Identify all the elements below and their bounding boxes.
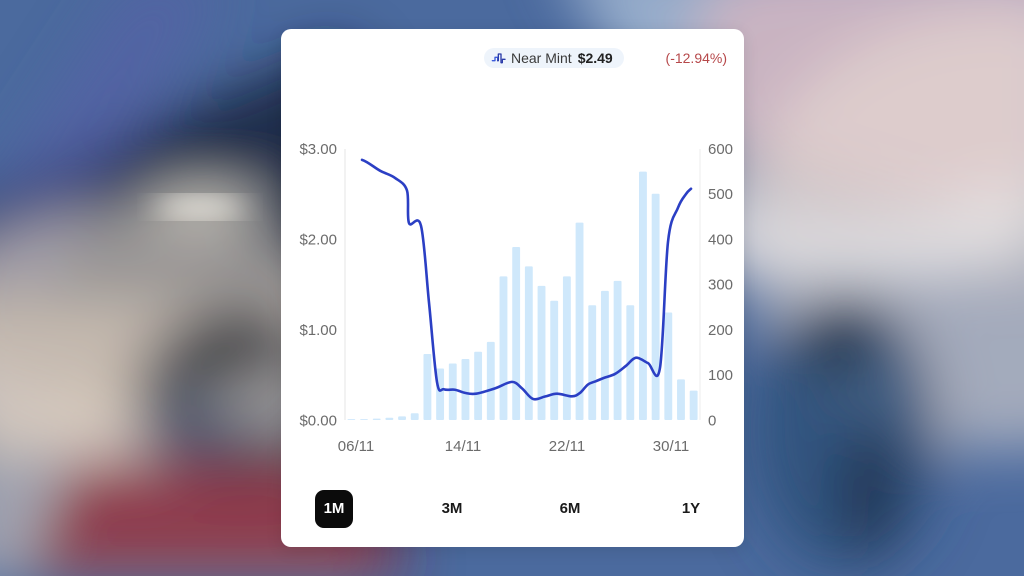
svg-text:30/11: 30/11 <box>653 438 689 455</box>
svg-text:22/11: 22/11 <box>549 438 585 455</box>
svg-text:600: 600 <box>708 141 733 158</box>
svg-text:06/11: 06/11 <box>338 438 374 455</box>
svg-text:$3.00: $3.00 <box>299 141 337 158</box>
svg-text:300: 300 <box>708 277 733 294</box>
svg-text:200: 200 <box>708 322 733 339</box>
svg-text:0: 0 <box>708 413 716 430</box>
svg-text:400: 400 <box>708 232 733 249</box>
svg-text:500: 500 <box>708 186 733 203</box>
svg-text:14/11: 14/11 <box>445 438 481 455</box>
svg-text:$0.00: $0.00 <box>299 413 337 430</box>
svg-text:$2.00: $2.00 <box>299 232 337 249</box>
svg-text:$1.00: $1.00 <box>299 322 337 339</box>
svg-text:100: 100 <box>708 367 733 384</box>
